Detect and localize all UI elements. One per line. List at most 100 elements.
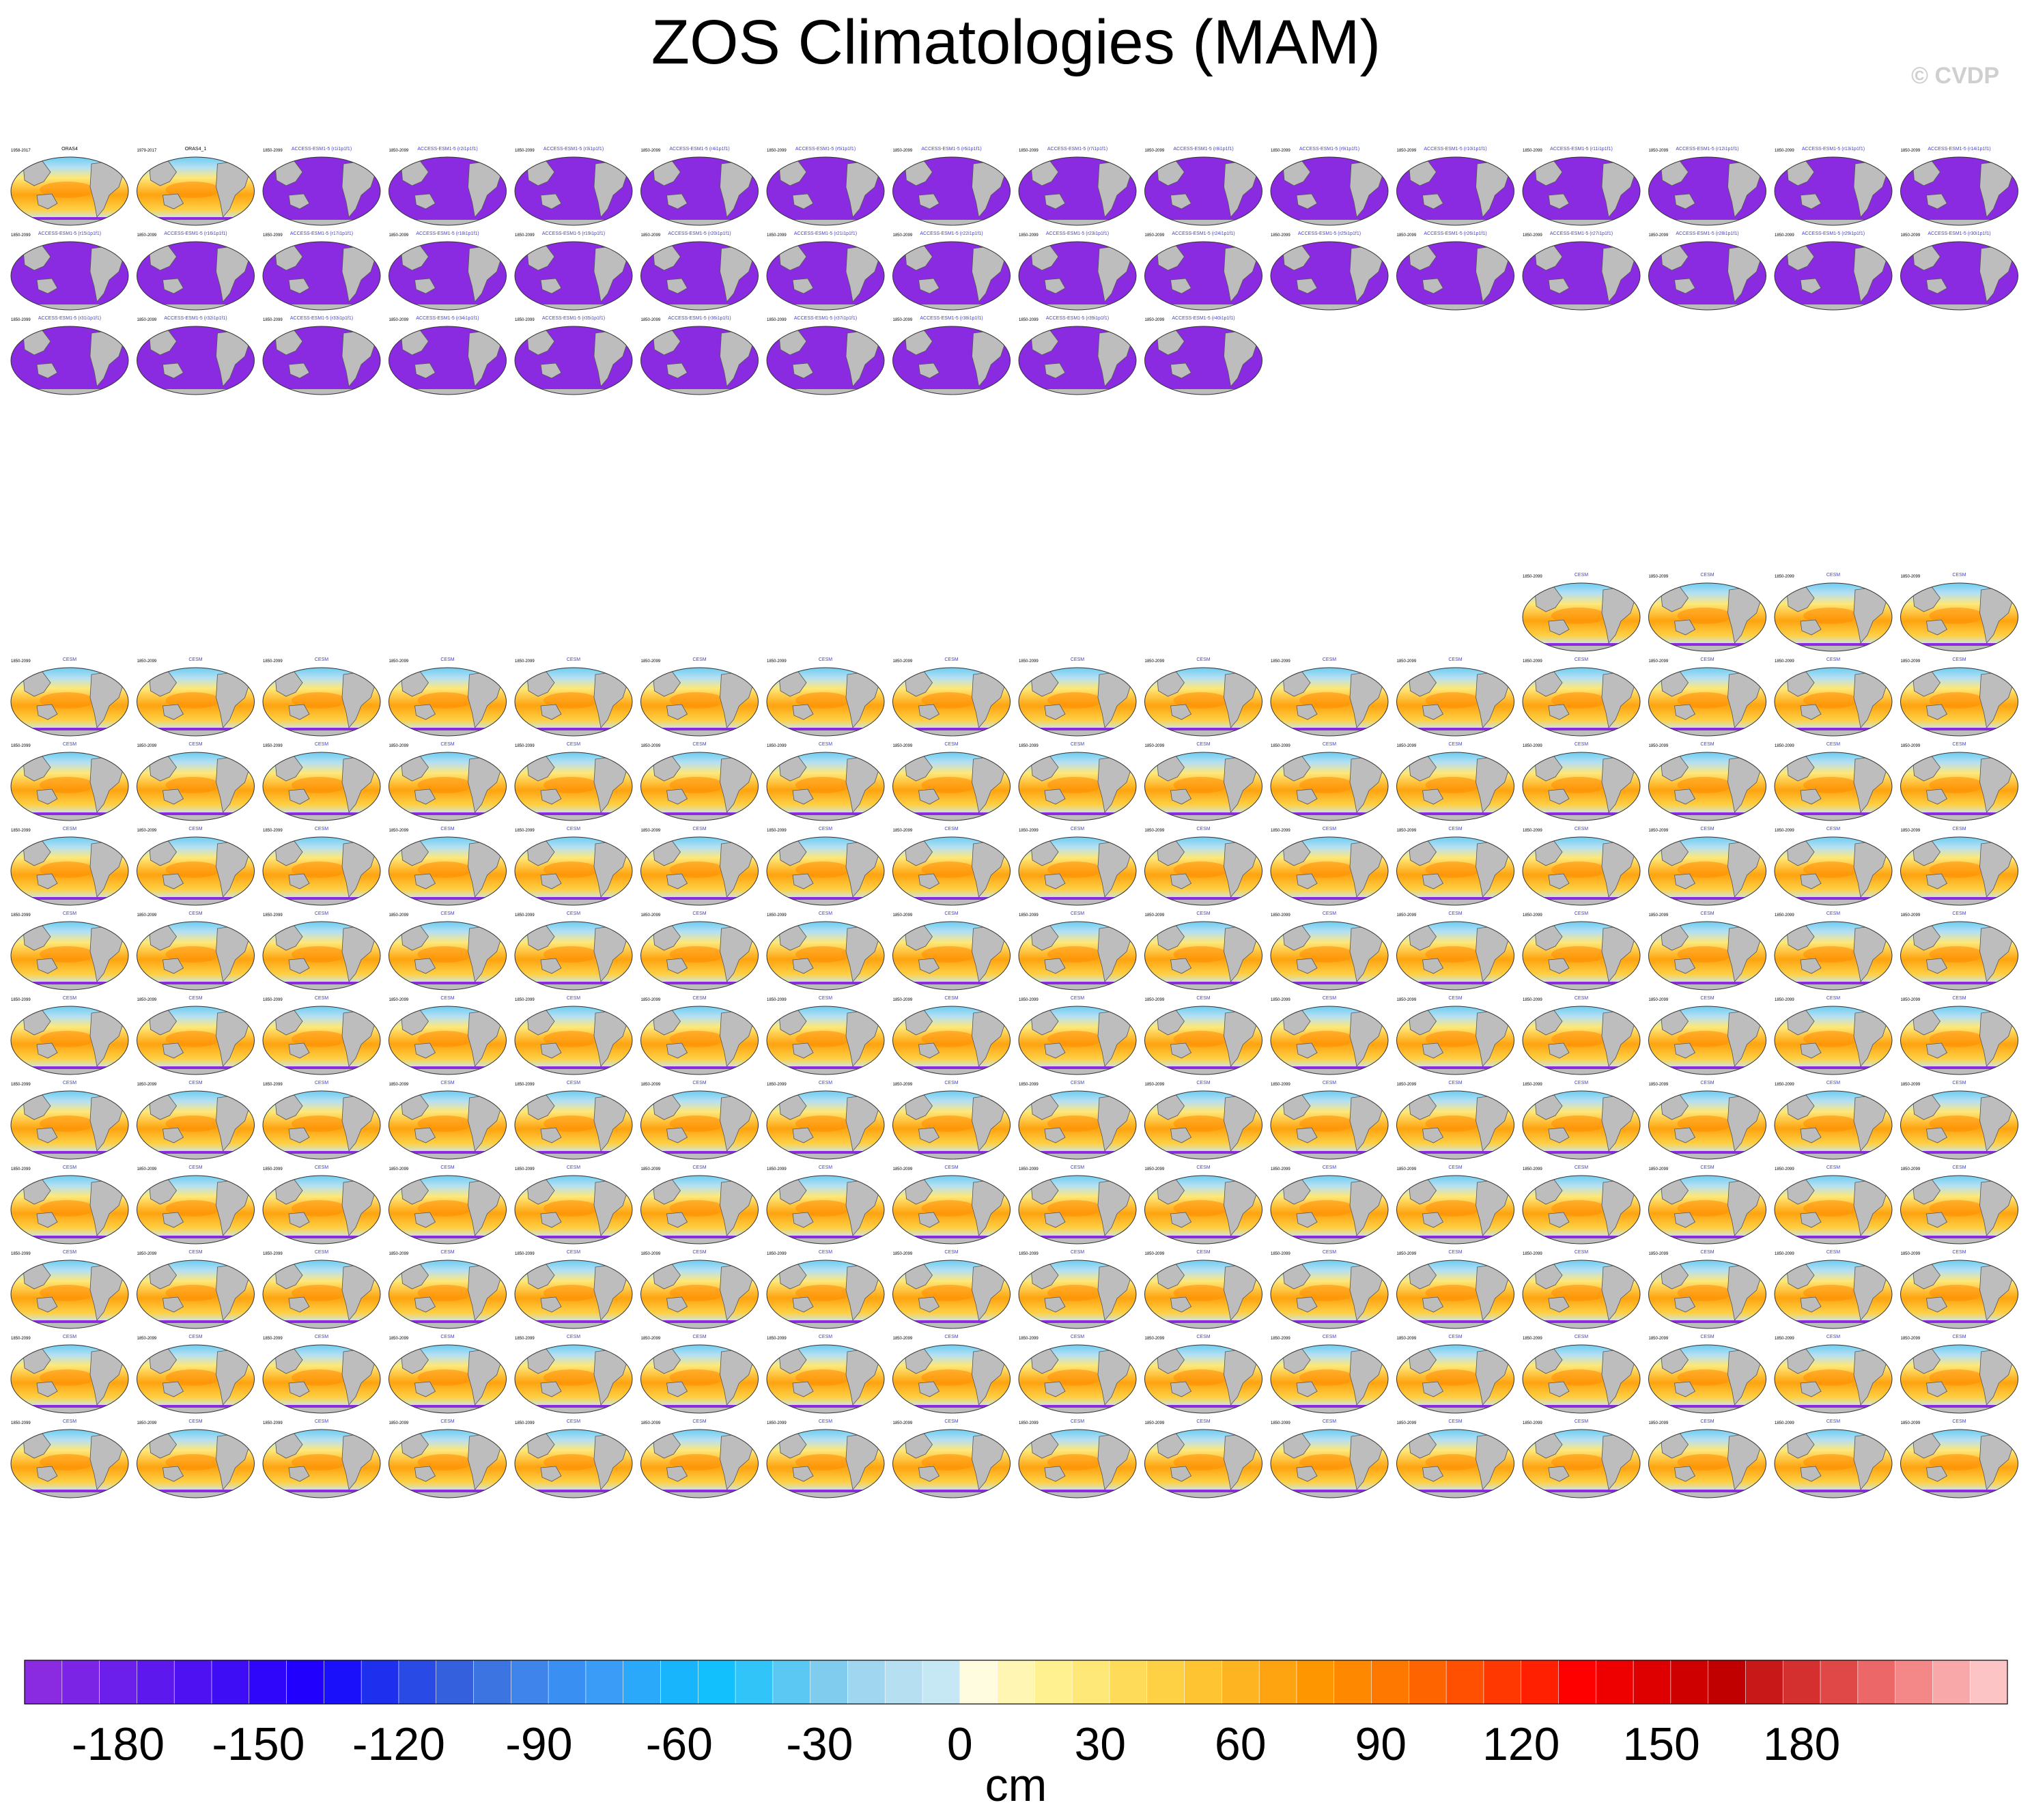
map-globe [514, 1344, 633, 1414]
map-panel: 1850-2099 CESM [1774, 1081, 1893, 1160]
panel-years: 1850-2099 [1775, 1083, 1794, 1087]
panel-title: CESM [567, 657, 580, 662]
panel-title: CESM [692, 657, 706, 662]
map-panel: 1850-2099 ACCESS-ESM1-5 (r32i1p1f1) [137, 316, 255, 395]
panel-title: CESM [315, 996, 328, 1001]
map-globe [1522, 1429, 1641, 1498]
map-globe [389, 752, 507, 821]
map-panel: 1850-2099 CESM [640, 996, 759, 1075]
map-globe [514, 752, 633, 821]
panel-title: CESM [1071, 1081, 1084, 1085]
panel-years: 1850-2099 [1145, 1083, 1165, 1087]
map-panel: 1850-2099 CESM [137, 827, 255, 906]
panel-title: CESM [315, 827, 328, 831]
map-panel: 1850-2099 CESM [1144, 1419, 1262, 1498]
panel-years: 1850-2099 [1397, 659, 1417, 664]
colorbar-cell [1670, 1660, 1709, 1705]
panel-title: ACCESS-ESM1-5 (r12i1p1f1) [1676, 147, 1738, 152]
panel-title: ACCESS-ESM1-5 (r9i1p1f1) [1299, 147, 1359, 152]
colorbar-cell [997, 1660, 1036, 1705]
map-panel: 1850-2099 ACCESS-ESM1-5 (r37i1p1f1) [766, 316, 885, 395]
panel-title: CESM [944, 996, 958, 1001]
map-globe [389, 156, 507, 226]
map-globe [137, 156, 255, 226]
map-globe [1900, 836, 2018, 906]
panel-title: CESM [819, 1250, 832, 1255]
map-panel: 1850-2099 CESM [1144, 742, 1262, 821]
map-panel: 1850-2099 CESM [514, 911, 633, 991]
panel-years: 1850-2099 [767, 659, 787, 664]
panel-years: 1850-2099 [137, 744, 157, 748]
map-globe [389, 1006, 507, 1075]
map-panel: 1850-2099 CESM [262, 827, 381, 906]
panel-title: CESM [63, 1081, 76, 1085]
panel-years: 1850-2099 [767, 233, 787, 238]
panel-years: 1850-2099 [893, 1083, 913, 1087]
panel-years: 1850-2099 [11, 1252, 31, 1256]
map-globe [514, 1260, 633, 1329]
map-panel: 1850-2099 CESM [262, 1250, 381, 1329]
colorbar-cell [884, 1660, 923, 1705]
colorbar-cell [1146, 1660, 1185, 1705]
map-globe [1900, 1260, 2018, 1329]
map-globe [892, 1006, 1011, 1075]
panel-title: ACCESS-ESM1-5 (r36i1p1f1) [668, 316, 731, 321]
map-panel: 1850-2099 CESM [1018, 911, 1137, 991]
colorbar-cell [1222, 1660, 1260, 1705]
panel-years: 1850-2099 [1523, 1252, 1542, 1256]
colorbar-cell [24, 1660, 63, 1705]
map-panel: 1850-2099 CESM [10, 827, 129, 906]
panel-years: 1850-2099 [767, 744, 787, 748]
map-globe [1774, 752, 1893, 821]
panel-years: 1850-2099 [641, 1252, 661, 1256]
map-panel: 1850-2099 CESM [514, 1081, 633, 1160]
map-globe [389, 1090, 507, 1160]
map-globe [1774, 1344, 1893, 1414]
panel-title: ACCESS-ESM1-5 (r25i1p1f1) [1298, 231, 1361, 236]
panel-years: 1850-2099 [515, 1337, 535, 1341]
map-globe [1270, 1006, 1389, 1075]
panel-years: 1850-2099 [1397, 149, 1417, 153]
panel-years: 1850-2099 [1397, 1167, 1417, 1171]
panel-title: CESM [63, 1165, 76, 1170]
map-globe [514, 921, 633, 991]
colorbar-tick-label: -150 [212, 1718, 305, 1770]
panel-years: 1850-2099 [137, 233, 157, 238]
panel-title: CESM [1196, 657, 1210, 662]
map-panel: 1850-2099 CESM [10, 1419, 129, 1498]
panel-title: CESM [819, 996, 832, 1001]
map-panel: 1850-2099 CESM [137, 742, 255, 821]
panel-title: CESM [440, 1081, 454, 1085]
panel-years: 1850-2099 [1019, 1337, 1039, 1341]
panel-title: CESM [819, 1419, 832, 1424]
map-globe [1270, 1175, 1389, 1245]
panel-years: 1850-2099 [11, 318, 31, 322]
map-globe [389, 1344, 507, 1414]
map-globe [1900, 241, 2018, 311]
panel-years: 1850-2099 [263, 233, 283, 238]
map-globe [1270, 921, 1389, 991]
map-panel: 1850-2099 ACCESS-ESM1-5 (r24i1p1f1) [1144, 231, 1262, 311]
map-panel: 1850-2099 CESM [1522, 657, 1641, 737]
map-panel: 1850-2099 CESM [766, 1335, 885, 1414]
map-globe [10, 1175, 129, 1245]
map-globe [640, 1090, 759, 1160]
panel-years: 1850-2099 [1019, 233, 1039, 238]
map-globe [262, 921, 381, 991]
panel-title: CESM [819, 911, 832, 916]
map-globe [137, 1344, 255, 1414]
panel-title: ACCESS-ESM1-5 (r15i1p1f1) [38, 231, 101, 236]
panel-years: 1850-2099 [1397, 233, 1417, 238]
panel-title: CESM [1826, 742, 1840, 747]
map-globe [1522, 156, 1641, 226]
panel-title: CESM [63, 1250, 76, 1255]
map-globe [766, 1344, 885, 1414]
panel-title: ACCESS-ESM1-5 (r16i1p1f1) [164, 231, 227, 236]
map-panel: 1850-2099 CESM [1270, 1250, 1389, 1329]
panel-years: 1850-2099 [893, 998, 913, 1002]
panel-years: 1850-2099 [1649, 1083, 1669, 1087]
panel-years: 1850-2099 [515, 744, 535, 748]
panel-years: 1850-2099 [1523, 829, 1542, 833]
panel-years: 1850-2099 [767, 1252, 787, 1256]
